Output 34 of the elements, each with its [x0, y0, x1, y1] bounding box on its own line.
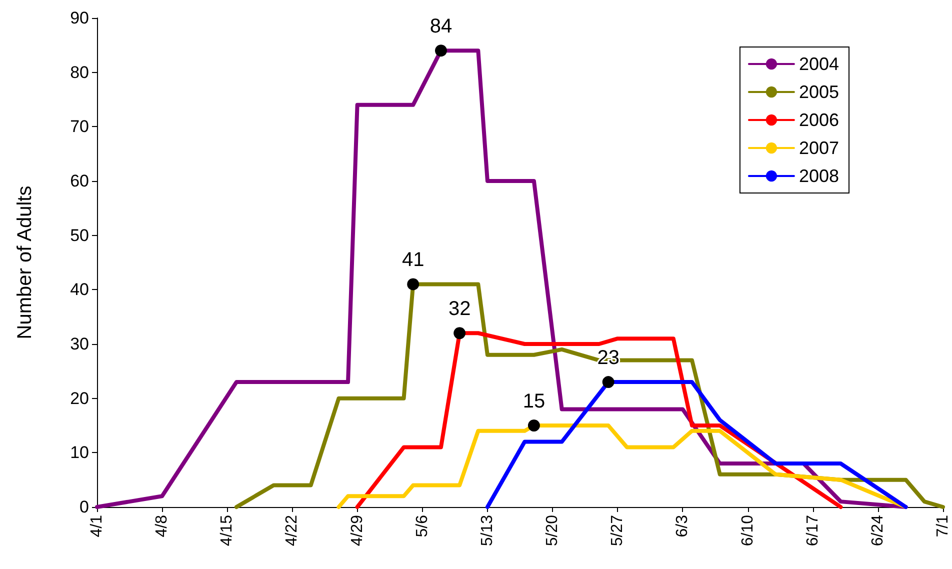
- x-tick-label: 6/10: [739, 514, 756, 546]
- x-tick-label: 4/22: [284, 514, 301, 546]
- x-tick-label: 4/15: [218, 514, 236, 546]
- y-tick-label: 40: [70, 280, 89, 300]
- data-label: 41: [402, 249, 424, 272]
- y-tick-label: 0: [80, 498, 89, 516]
- x-tick-label: 6/24: [869, 514, 886, 546]
- y-axis-title: Number of Adults: [14, 186, 36, 340]
- y-tick-label: 60: [70, 172, 89, 190]
- x-tick-label: 5/20: [544, 514, 562, 546]
- x-tick-label: 5/27: [609, 514, 626, 546]
- x-tick-label: 5/6: [414, 514, 431, 538]
- x-tick-label: 6/17: [804, 514, 822, 546]
- legend-label: 2007: [798, 138, 840, 158]
- legend-label: 2004: [798, 54, 840, 74]
- x-tick-label: 7/1: [934, 514, 952, 538]
- legend-label: 2005: [798, 82, 840, 102]
- y-tick-label: 20: [70, 388, 89, 408]
- x-tick-label: 4/1: [88, 514, 106, 538]
- x-tick-label: 6/3: [674, 514, 692, 538]
- legend-label: 2006: [798, 110, 840, 130]
- data-label: 84: [430, 16, 452, 38]
- data-label: 15: [522, 390, 546, 412]
- y-tick-label: 90: [70, 8, 89, 28]
- y-tick-label: 70: [70, 117, 89, 136]
- y-tick-label: 10: [70, 443, 89, 462]
- x-tick-label: 4/29: [348, 514, 366, 546]
- x-tick-label: 5/13: [478, 514, 496, 546]
- y-tick-label: 80: [70, 62, 89, 82]
- y-tick-label: 50: [70, 226, 89, 245]
- data-label: 32: [448, 298, 471, 320]
- legend-label: 2008: [798, 166, 840, 186]
- x-tick-label: 4/8: [154, 514, 171, 538]
- y-tick-label: 30: [70, 334, 89, 354]
